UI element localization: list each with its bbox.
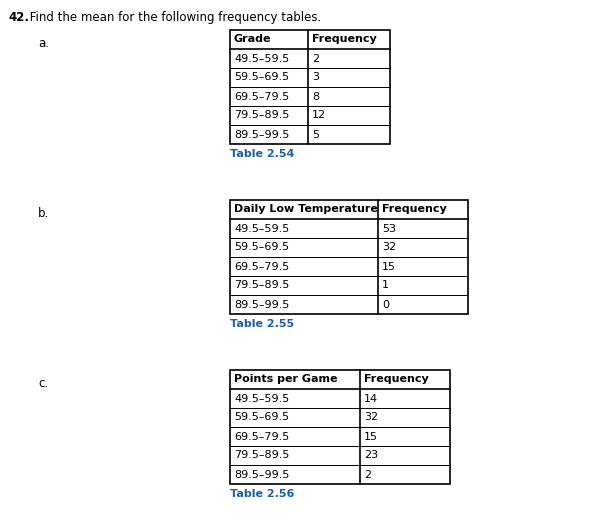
Text: 8: 8 [312,91,319,101]
Text: Frequency: Frequency [382,205,446,215]
Text: Frequency: Frequency [364,374,429,385]
Text: 12: 12 [312,111,326,121]
Text: 49.5–59.5: 49.5–59.5 [234,223,289,233]
Text: 49.5–59.5: 49.5–59.5 [234,394,289,404]
Text: 32: 32 [382,243,396,253]
Bar [230,30,390,144]
Text: Frequency: Frequency [312,34,377,44]
Text: 0: 0 [382,300,389,310]
Text: 79.5–89.5: 79.5–89.5 [234,280,289,291]
Bar [230,200,468,314]
Text: 89.5–99.5: 89.5–99.5 [234,469,289,480]
Text: 32: 32 [364,412,378,422]
Text: Grade: Grade [234,34,272,44]
Text: 59.5–69.5: 59.5–69.5 [234,243,289,253]
Text: 79.5–89.5: 79.5–89.5 [234,111,289,121]
Text: a.: a. [38,37,49,50]
Text: 15: 15 [364,432,378,442]
Text: Table 2.54: Table 2.54 [230,149,294,159]
Text: 42.: 42. [8,11,29,24]
Text: 69.5–79.5: 69.5–79.5 [234,91,289,101]
Text: 5: 5 [312,129,319,139]
Bar [230,370,450,484]
Text: 49.5–59.5: 49.5–59.5 [234,53,289,64]
Text: 69.5–79.5: 69.5–79.5 [234,432,289,442]
Text: 79.5–89.5: 79.5–89.5 [234,450,289,460]
Text: Table 2.56: Table 2.56 [230,489,294,499]
Text: 15: 15 [382,262,396,271]
Text: 69.5–79.5: 69.5–79.5 [234,262,289,271]
Text: b.: b. [38,207,49,220]
Text: 2: 2 [364,469,371,480]
Text: 14: 14 [364,394,378,404]
Text: 53: 53 [382,223,396,233]
Text: 89.5–99.5: 89.5–99.5 [234,129,289,139]
Text: Daily Low Temperature: Daily Low Temperature [234,205,378,215]
Text: 1: 1 [382,280,389,291]
Text: 3: 3 [312,73,319,82]
Text: 23: 23 [364,450,378,460]
Text: 59.5–69.5: 59.5–69.5 [234,73,289,82]
Text: Points per Game: Points per Game [234,374,337,385]
Text: Table 2.55: Table 2.55 [230,319,294,329]
Text: 89.5–99.5: 89.5–99.5 [234,300,289,310]
Text: c.: c. [38,377,48,390]
Text: 59.5–69.5: 59.5–69.5 [234,412,289,422]
Text: Find the mean for the following frequency tables.: Find the mean for the following frequenc… [26,11,321,24]
Text: 2: 2 [312,53,319,64]
